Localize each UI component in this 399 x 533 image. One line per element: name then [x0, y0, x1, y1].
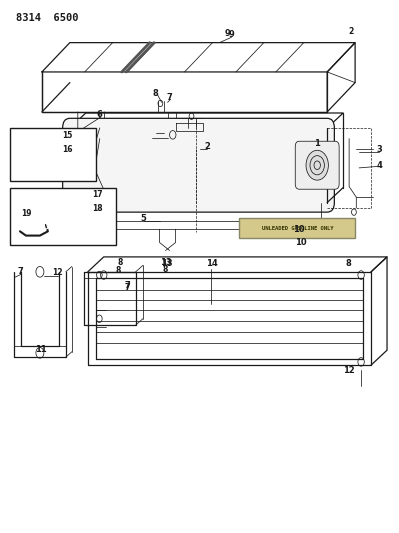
Text: 4: 4: [376, 161, 382, 169]
Text: 13: 13: [160, 258, 172, 266]
Bar: [10, 128, 96, 181]
Text: 3: 3: [376, 145, 382, 154]
Text: 7: 7: [18, 268, 24, 276]
Text: 17: 17: [93, 190, 103, 199]
Text: 8: 8: [163, 265, 168, 273]
Text: 10: 10: [293, 225, 305, 233]
Text: 8: 8: [115, 266, 120, 274]
Text: 7: 7: [125, 284, 130, 292]
Text: 6: 6: [97, 110, 103, 119]
Text: 19: 19: [22, 209, 32, 217]
Circle shape: [69, 219, 79, 231]
Text: 16: 16: [63, 145, 73, 154]
FancyBboxPatch shape: [295, 141, 339, 189]
Text: 15: 15: [63, 132, 73, 140]
Text: 9: 9: [229, 30, 234, 39]
FancyBboxPatch shape: [63, 118, 334, 212]
Text: 5: 5: [141, 214, 146, 223]
Text: 2: 2: [348, 28, 354, 36]
Text: 8: 8: [346, 260, 351, 268]
Text: 8: 8: [117, 258, 122, 266]
Text: 12: 12: [343, 366, 355, 375]
Text: 9: 9: [225, 29, 230, 37]
Text: 2: 2: [205, 142, 210, 151]
Text: 14: 14: [205, 260, 217, 268]
Text: 1: 1: [314, 140, 320, 148]
Bar: [239, 218, 355, 238]
Text: 13: 13: [161, 260, 173, 268]
Circle shape: [34, 161, 41, 171]
Text: 7: 7: [124, 281, 130, 289]
Bar: [10, 188, 116, 245]
Text: 10: 10: [295, 238, 307, 247]
Circle shape: [306, 150, 328, 180]
Text: 11: 11: [35, 345, 47, 353]
Text: 8314  6500: 8314 6500: [16, 13, 79, 23]
Text: UNLEADED GASOLINE ONLY: UNLEADED GASOLINE ONLY: [261, 225, 333, 231]
Circle shape: [32, 158, 44, 175]
Text: 18: 18: [93, 205, 103, 213]
Text: 12: 12: [53, 269, 63, 277]
Text: 7: 7: [167, 93, 172, 101]
Circle shape: [66, 214, 82, 236]
Text: 8: 8: [153, 89, 158, 98]
